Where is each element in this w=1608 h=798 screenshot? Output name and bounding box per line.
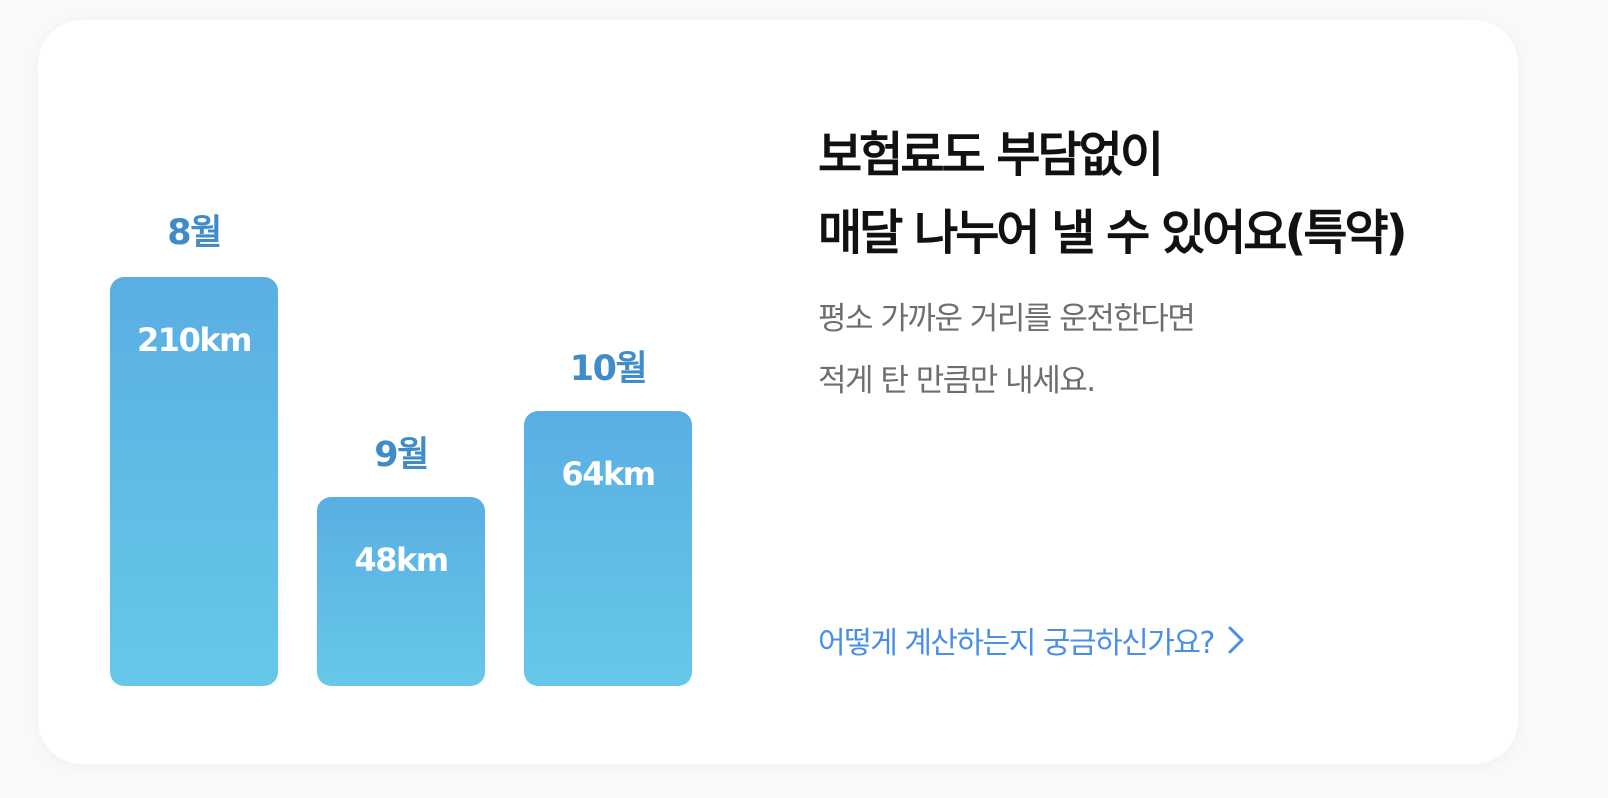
headline: 보험료도 부담없이 매달 나누어 낼 수 있어요(특약) xyxy=(818,116,1408,272)
calculation-info-link-label: 어떻게 계산하는지 궁금하신가요? xyxy=(818,626,1215,661)
month-label-oct: 10월 xyxy=(569,349,648,389)
bar-value-oct: 64km xyxy=(561,455,656,493)
bar-sep: 48km xyxy=(317,497,485,686)
month-label-aug: 8월 xyxy=(167,213,222,253)
calculation-info-link[interactable]: 어떻게 계산하는지 궁금하신가요? xyxy=(818,618,1248,662)
headline-line-1: 보험료도 부담없이 xyxy=(818,127,1164,183)
description: 평소 가까운 거리를 운전한다면 적게 탄 만큼만 내세요. xyxy=(818,288,1196,412)
bar-value-sep: 48km xyxy=(354,541,449,579)
month-label-sep: 9월 xyxy=(374,435,429,475)
bar-aug: 210km xyxy=(110,277,278,686)
mileage-card: 8월 210km 9월 48km 10월 64km 보험료도 부담없이 매달 나… xyxy=(38,20,1518,764)
description-line-2: 적게 탄 만큼만 내세요. xyxy=(818,363,1096,399)
chevron-right-icon xyxy=(1228,626,1244,654)
description-line-1: 평소 가까운 거리를 운전한다면 xyxy=(818,301,1196,337)
bar-value-aug: 210km xyxy=(137,321,252,359)
headline-line-2: 매달 나누어 낼 수 있어요(특약) xyxy=(818,205,1408,261)
bar-oct: 64km xyxy=(524,411,692,686)
